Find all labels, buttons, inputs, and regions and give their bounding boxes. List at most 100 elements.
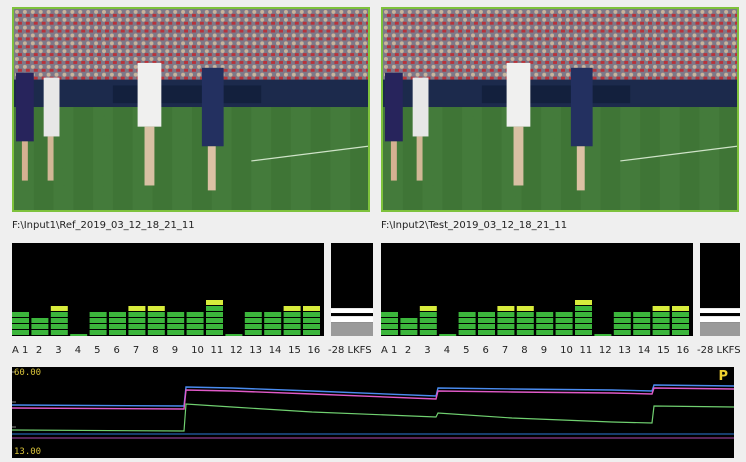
channel-label-5: 5: [94, 345, 101, 356]
channel-bar-16: [303, 306, 320, 335]
loudness-segment-1: [700, 313, 740, 317]
channel-bar-12: [594, 334, 612, 336]
channel-bar-7: [497, 306, 515, 335]
channel-bar-13: [244, 312, 262, 335]
player-figures: [15, 62, 224, 191]
channel-label-6: 6: [482, 345, 489, 356]
graph-max-label: 60.00: [14, 368, 42, 378]
loudness-segment-0: [700, 308, 740, 314]
loudness-segment-2: [700, 316, 740, 323]
channel-bar-16: [672, 306, 689, 335]
channel-label-10: 10: [191, 345, 204, 356]
reference-loudness-meter: [331, 243, 373, 336]
channel-bar-9: [167, 312, 185, 335]
channel-label-4: 4: [74, 345, 82, 356]
channel-bar-15: [652, 306, 670, 335]
channel-bar-13: [613, 312, 631, 335]
reference-channel-labels: A 1 2 3 4 5 6 7 8 9 10 11 12 13 14 15 16 -28 LKFS: [12, 345, 374, 359]
test-video-frame: [381, 7, 739, 212]
channel-label-14: 14: [268, 345, 282, 356]
green-trace: [12, 403, 734, 432]
channel-label-16: 16: [676, 345, 690, 356]
player-figures: [384, 62, 593, 191]
channel-bar-9: [536, 312, 554, 335]
channel-label-13: 13: [618, 345, 632, 356]
channel-label-6: 6: [113, 345, 120, 356]
test-audio-meter: [381, 243, 693, 336]
channel-bar-8: [147, 306, 165, 335]
loudness-bar: [331, 308, 373, 336]
reference-video-frame: [12, 7, 370, 212]
loudness-segment-3: [700, 322, 740, 336]
lkfs-label: -28 LKFS: [697, 345, 741, 356]
channel-bar-5: [89, 312, 107, 335]
channel-bar-14: [264, 312, 282, 335]
channel-bar-2: [400, 318, 418, 335]
test-loudness-meter: [700, 243, 740, 336]
graph-traces: [12, 371, 734, 439]
channel-bar-15: [283, 306, 301, 335]
channel-label-9: 9: [540, 345, 548, 356]
channel-bar-2: [31, 318, 49, 335]
channel-label-14: 14: [637, 345, 651, 356]
channel-label-8: 8: [521, 345, 528, 356]
channel-bar-8: [516, 306, 534, 335]
channel-label-1: A 1: [12, 345, 29, 356]
loudness-segment-3: [331, 322, 373, 336]
soccer-scene: [14, 9, 368, 210]
channel-bar-3: [50, 306, 68, 335]
loudness-segment-0: [331, 308, 373, 314]
magenta-trace: [12, 387, 734, 410]
peak-mode-indicator[interactable]: P: [718, 369, 728, 384]
channel-label-5: 5: [463, 345, 470, 356]
channel-label-4: 4: [443, 345, 451, 356]
channel-bar-1: [381, 312, 398, 335]
channel-bar-7: [128, 306, 146, 335]
channel-label-12: 12: [598, 345, 612, 356]
loudness-segment-2: [331, 316, 373, 323]
channel-label-15: 15: [288, 345, 301, 356]
channel-label-7: 7: [501, 345, 509, 356]
channel-bar-10: [186, 312, 204, 335]
soccer-scene: [383, 9, 737, 210]
lkfs-label: -28 LKFS: [328, 345, 372, 356]
channel-bar-11: [575, 300, 592, 335]
channel-bar-6: [109, 312, 126, 335]
channel-label-9: 9: [171, 345, 179, 356]
graph-min-label: 13.00: [14, 447, 42, 457]
channel-label-3: 3: [55, 345, 62, 356]
channel-bar-14: [633, 312, 651, 335]
channel-bars: [12, 300, 320, 336]
channel-label-7: 7: [132, 345, 140, 356]
test-channel-labels: A 1 2 3 4 5 6 7 8 9 10 11 12 13 14 15 16 -28 LKFS: [381, 345, 743, 359]
channel-bar-11: [206, 300, 223, 335]
loudness-bar: [700, 308, 740, 336]
channel-label-11: 11: [210, 345, 224, 356]
reference-audio-meter: [12, 243, 324, 336]
channel-label-10: 10: [560, 345, 573, 356]
channel-bar-6: [478, 312, 495, 335]
channel-label-1: A 1: [381, 345, 398, 356]
blue-trace: [12, 384, 734, 407]
channel-bar-5: [458, 312, 476, 335]
channel-label-13: 13: [249, 345, 263, 356]
channel-bar-12: [225, 334, 243, 336]
channel-bar-1: [12, 312, 29, 335]
channel-label-11: 11: [579, 345, 593, 356]
channel-label-15: 15: [657, 345, 670, 356]
loudness-history-graph: 60.00 13.00 P: [12, 367, 734, 458]
channel-label-16: 16: [307, 345, 321, 356]
channel-label-2: 2: [404, 345, 412, 356]
reference-input-path: F:\Input1\Ref_2019_03_12_18_21_11: [12, 220, 195, 231]
channel-label-8: 8: [152, 345, 159, 356]
channel-label-12: 12: [229, 345, 243, 356]
channel-bar-4: [439, 334, 457, 336]
channel-label-2: 2: [35, 345, 43, 356]
test-input-path: F:\Input2\Test_2019_03_12_18_21_11: [381, 220, 568, 231]
loudness-segment-1: [331, 313, 373, 317]
channel-bar-3: [419, 306, 437, 335]
channel-label-3: 3: [424, 345, 431, 356]
channel-bars: [381, 300, 689, 336]
channel-bar-4: [70, 334, 88, 336]
channel-bar-10: [555, 312, 573, 335]
